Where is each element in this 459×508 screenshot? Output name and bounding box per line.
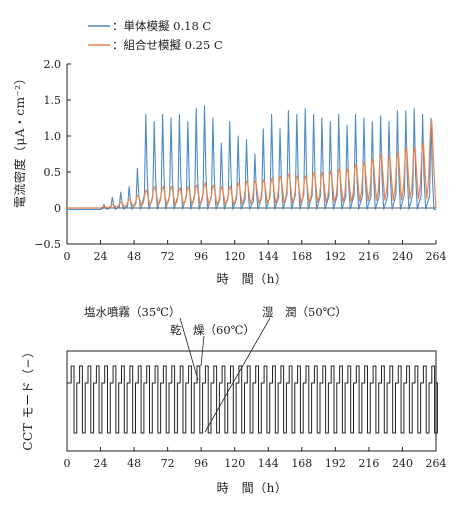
annotations: 塩水噴霧（35℃） 乾 燥（60℃） 湿 潤（50℃） (84, 305, 347, 433)
bottom-axes: 0 24 48 72 96 120 144 168 192 216 240 264 (64, 350, 447, 470)
top-x-tick-label: 240 (392, 250, 413, 263)
top-series-group (67, 105, 437, 210)
bottom-x-tick-label: 264 (426, 457, 447, 470)
top-x-tick-label: 168 (291, 250, 312, 263)
bottom-x-tick-label: 0 (64, 457, 71, 470)
bottom-x-tick-label: 240 (392, 457, 413, 470)
bottom-y-axis-label: CCT モード（−） (21, 345, 35, 450)
bottom-x-tick-label: 192 (325, 457, 346, 470)
legend-label-single: ：単体模擬 0.18 C (112, 19, 211, 33)
top-y-axis-label: 電流密度（μA・cm⁻²） (12, 72, 27, 208)
bottom-x-tick-label: 96 (194, 457, 208, 470)
top-x-tick-label: 48 (127, 250, 141, 263)
bottom-series-group (67, 365, 438, 434)
bottom-x-tick-label: 72 (161, 457, 175, 470)
top-y-tick-label: 0.5 (44, 166, 62, 179)
bottom-x-tick-label: 48 (127, 457, 141, 470)
top-x-tick-label: 0 (64, 250, 71, 263)
top-y-tick-label: 1.5 (44, 94, 62, 107)
top-axes: −0.500.51.01.52.00 24 48 72 96 120 144 168 192 21… (34, 58, 446, 263)
top-x-axis-label: 時 間（h） (217, 272, 288, 286)
annotation-wet-arrow (204, 317, 271, 433)
bottom-x-tick-label: 24 (94, 457, 108, 470)
top-y-tick-label: −0.5 (34, 238, 61, 251)
legend: ：単体模擬 0.18 C ：組合せ模擬 0.25 C (88, 19, 223, 52)
top-x-tick-label: 120 (224, 250, 245, 263)
legend-label-combined: ：組合せ模擬 0.25 C (112, 38, 223, 52)
series-line-single (67, 105, 436, 210)
annotation-dry-arrow (200, 335, 205, 367)
top-x-tick-label: 96 (194, 250, 208, 263)
top-y-tick-label: 1.0 (44, 130, 62, 143)
top-x-tick-label: 264 (426, 250, 447, 263)
annotation-wet: 湿 潤（50℃） (262, 305, 347, 319)
top-y-tick-label: 0 (54, 202, 61, 215)
top-x-tick-label: 192 (325, 250, 346, 263)
cct-mode-line (67, 365, 438, 434)
bottom-x-axis-label: 時 間（h） (217, 481, 288, 495)
annotation-salt-spray: 塩水噴霧（35℃） (84, 305, 181, 319)
series-line-combined (67, 121, 437, 209)
top-x-tick-label: 144 (258, 250, 279, 263)
annotation-dry: 乾 燥（60℃） (170, 323, 255, 337)
bottom-x-tick-label: 168 (291, 457, 312, 470)
top-y-tick-label: 2.0 (44, 58, 62, 71)
cct-mode-chart: 0 24 48 72 96 120 144 168 192 216 240 264 塩水噴霧（35℃）… (21, 305, 447, 495)
bottom-x-tick-label: 120 (224, 457, 245, 470)
current-density-chart: ：単体模擬 0.18 C ：組合せ模擬 0.25 C −0.500.51.01.… (12, 19, 447, 286)
top-x-tick-label: 24 (94, 250, 108, 263)
top-x-tick-label: 72 (161, 250, 175, 263)
annotation-salt-spray-arrow (179, 317, 199, 381)
bottom-x-tick-label: 216 (358, 457, 379, 470)
top-x-tick-label: 216 (358, 250, 379, 263)
bottom-x-tick-label: 144 (258, 457, 279, 470)
